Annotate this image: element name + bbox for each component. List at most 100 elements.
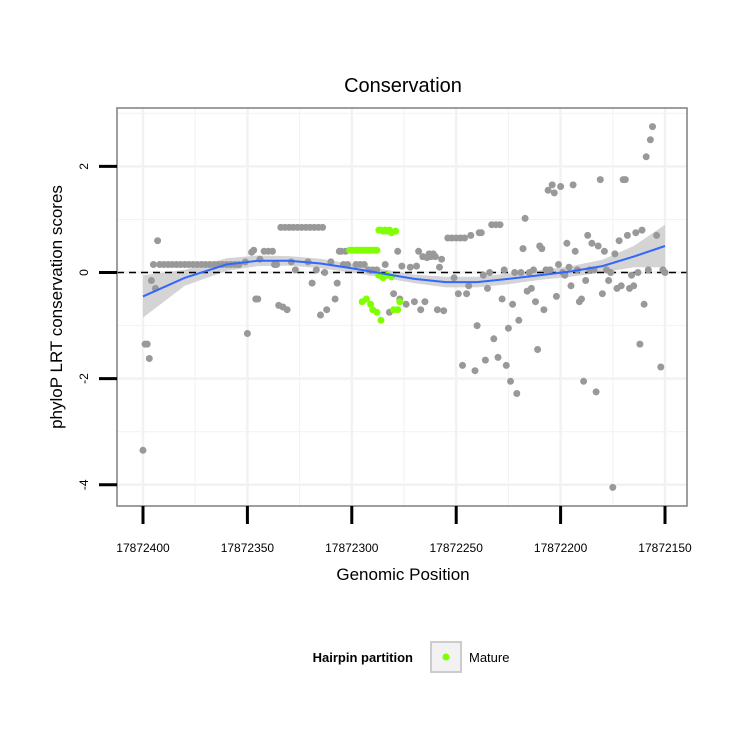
series-other-points <box>139 123 669 491</box>
data-point <box>609 483 617 491</box>
x-tick-label: 17872250 <box>430 541 484 555</box>
data-point <box>636 340 644 348</box>
data-point <box>615 237 623 245</box>
data-point <box>145 355 153 362</box>
panel-border <box>116 107 688 507</box>
data-point <box>360 261 368 268</box>
data-point <box>459 361 466 369</box>
data-point <box>565 263 573 271</box>
data-point <box>406 263 414 271</box>
data-point <box>594 242 602 250</box>
data-point <box>496 221 504 229</box>
legend-label-mature: Mature <box>469 650 509 665</box>
data-point <box>283 306 291 314</box>
legend: Hairpin partition Mature <box>313 641 509 673</box>
data-point <box>454 290 462 298</box>
mature-data-point <box>377 316 385 324</box>
legend-title: Hairpin partition <box>313 650 413 665</box>
data-point <box>398 262 406 270</box>
data-point <box>308 279 316 287</box>
data-point <box>657 363 665 371</box>
data-point <box>634 269 642 276</box>
data-point <box>323 306 331 314</box>
chart-title: Conservation <box>344 75 462 97</box>
data-point <box>139 446 147 454</box>
data-point <box>390 290 398 298</box>
legend-mature-swatch <box>442 653 450 661</box>
data-point <box>563 239 571 247</box>
data-point <box>504 324 512 332</box>
data-point <box>600 247 608 255</box>
x-axis: 17872400 17872350 17872300 17872250 17872200… <box>116 506 692 555</box>
data-point <box>628 271 636 279</box>
data-point <box>584 231 592 239</box>
data-point <box>515 316 523 324</box>
smooth-curve <box>142 245 666 298</box>
data-point <box>527 284 535 292</box>
data-point <box>500 266 508 274</box>
data-point <box>550 189 558 197</box>
data-point <box>463 290 471 298</box>
data-point <box>436 263 443 271</box>
data-point <box>649 123 656 131</box>
data-point <box>630 282 638 290</box>
data-point <box>502 361 510 369</box>
data-point <box>250 246 258 254</box>
data-point <box>413 262 420 270</box>
data-point <box>473 322 481 330</box>
mature-data-point <box>394 306 402 314</box>
data-point <box>642 153 650 161</box>
series-mature-points <box>346 226 404 324</box>
data-point <box>154 237 162 245</box>
x-tick-label: 17872150 <box>638 541 692 555</box>
data-point <box>331 295 339 303</box>
data-point <box>534 346 542 353</box>
mature-data-point <box>396 298 404 306</box>
data-point <box>552 292 560 300</box>
smooth-line <box>142 245 666 298</box>
data-point <box>582 277 590 284</box>
data-point <box>561 271 569 279</box>
data-point <box>344 261 352 268</box>
data-point <box>333 279 341 287</box>
data-point <box>544 186 552 194</box>
data-point <box>598 290 606 298</box>
data-point <box>571 247 579 255</box>
data-point <box>632 229 640 237</box>
data-point <box>440 307 448 315</box>
data-point <box>410 298 418 306</box>
data-point <box>567 282 575 290</box>
data-point <box>291 266 299 274</box>
data-point <box>477 229 485 237</box>
data-point <box>521 214 529 222</box>
data-point <box>540 306 548 314</box>
data-point <box>592 388 600 396</box>
data-point <box>621 176 629 184</box>
data-point <box>569 181 577 189</box>
data-point <box>471 367 479 375</box>
data-point <box>588 239 596 247</box>
data-point <box>421 298 429 306</box>
data-point <box>646 136 654 144</box>
data-point <box>557 183 565 190</box>
data-point <box>519 245 527 253</box>
data-point <box>433 306 441 314</box>
mature-data-point <box>373 308 381 316</box>
data-point <box>317 311 324 319</box>
data-point <box>605 277 613 284</box>
y-tick-label: -2 <box>77 373 91 384</box>
data-point <box>415 247 423 255</box>
data-point <box>381 261 389 268</box>
data-point <box>623 231 631 239</box>
data-point <box>548 181 556 189</box>
data-point <box>638 226 646 234</box>
grid-lines <box>117 108 687 506</box>
data-point <box>394 247 402 255</box>
data-point <box>431 253 439 261</box>
data-point <box>450 274 458 282</box>
data-point <box>243 330 251 337</box>
mature-data-point <box>367 300 375 308</box>
data-point <box>465 282 473 290</box>
data-point <box>254 295 262 303</box>
data-point <box>461 234 469 242</box>
